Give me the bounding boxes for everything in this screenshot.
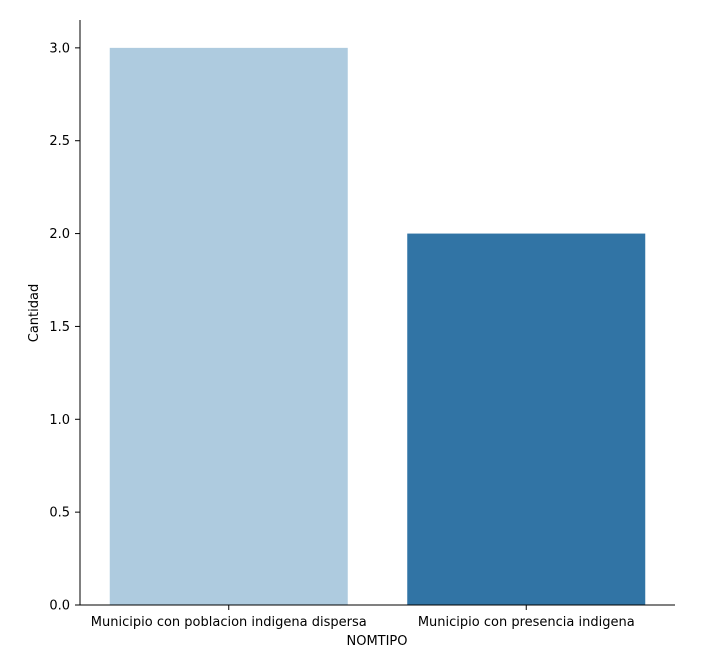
- y-tick-label: 0.5: [49, 506, 70, 521]
- y-tick-label: 3.0: [49, 41, 70, 56]
- y-axis-ticks: 0.0 0.5 1.0 1.5 2.0 2.5 3.0: [49, 41, 80, 614]
- bar-1: [109, 47, 348, 606]
- x-axis-ticks: Municipio con poblacion indigena dispers…: [91, 605, 635, 630]
- y-tick-label: 0.0: [49, 599, 70, 614]
- y-tick-label: 2.5: [49, 134, 70, 149]
- y-tick-label: 1.0: [49, 413, 70, 428]
- bars-group: [109, 47, 646, 606]
- y-tick-label: 2.0: [49, 227, 70, 242]
- bar-2: [407, 233, 646, 606]
- y-axis-label: Cantidad: [27, 284, 42, 342]
- y-tick-label: 1.5: [49, 320, 70, 335]
- x-axis-label: NOMTIPO: [346, 634, 407, 649]
- x-tick-label: Municipio con presencia indigena: [418, 615, 635, 630]
- x-tick-label: Municipio con poblacion indigena dispers…: [91, 615, 367, 630]
